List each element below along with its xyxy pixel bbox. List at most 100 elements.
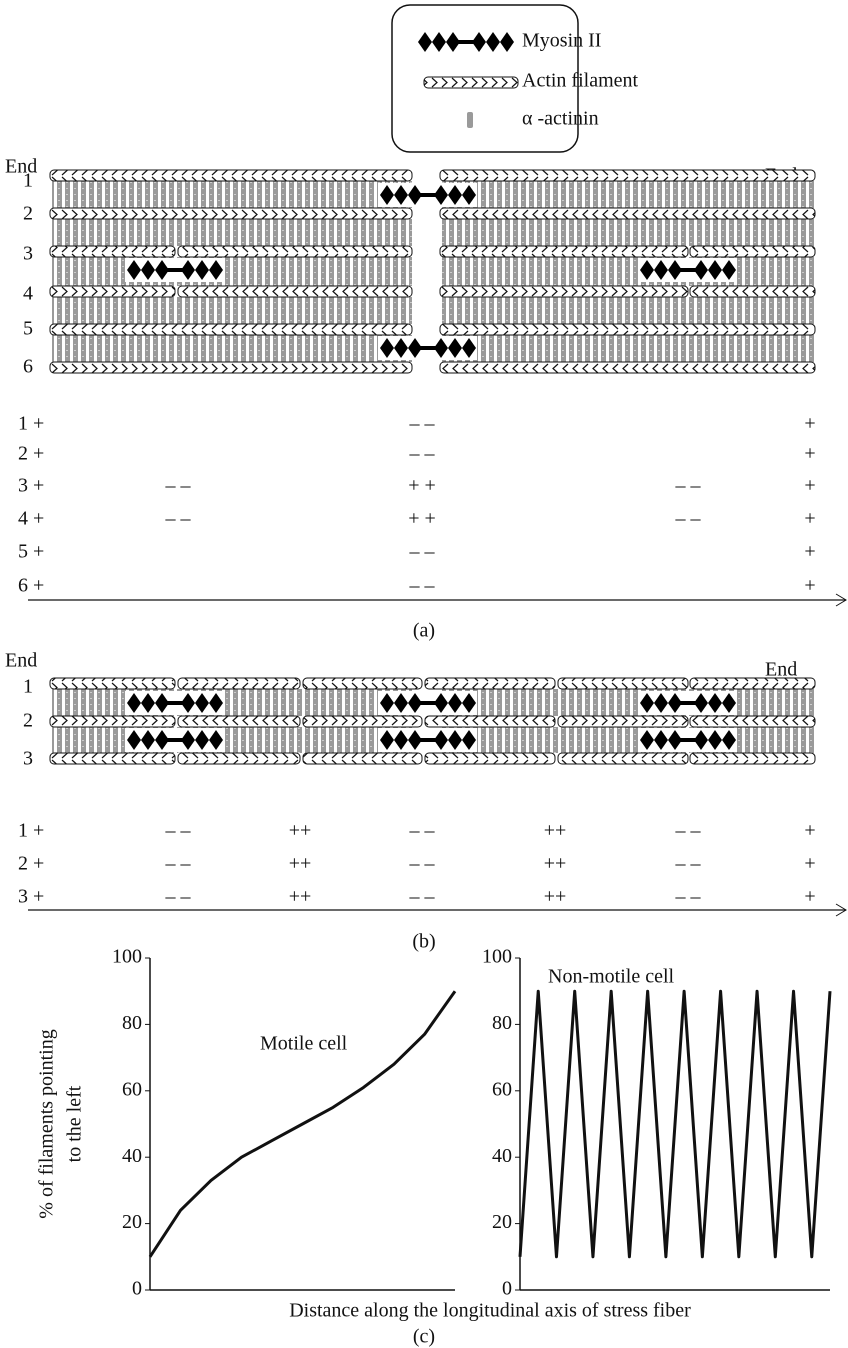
myosin-head [486,32,500,52]
actin-filament [177,285,413,298]
myosin-head [694,260,708,280]
polarity-label: – – [675,475,702,497]
polarity-label: – – [409,853,436,875]
myosin-head [209,260,223,280]
polarity-label: + [804,575,815,597]
alpha-actinin-band [52,689,412,716]
myosin [125,258,224,282]
caption: (b) [412,931,435,953]
myosin-head [448,693,462,713]
polarity-label: ++ [544,886,567,908]
polarity-label: + [804,508,815,530]
polarity-label: + + [408,475,436,497]
actin-filament [689,715,816,728]
myosin-head [408,730,422,750]
myosin [378,691,477,715]
myosin-head [654,260,668,280]
myosin-head [434,185,448,205]
myosin-head [708,693,722,713]
caption: (a) [413,620,435,642]
actin-filament [439,169,816,182]
myosin-head [448,730,462,750]
myosin-head [472,32,486,52]
actin-filament [177,752,301,765]
myosin-head [694,693,708,713]
alpha-actinin-band [442,689,814,716]
myosin-head [394,693,408,713]
actin-filament [689,752,816,765]
alpha-actinin-band [442,727,814,753]
myosin-head [127,260,141,280]
polarity-label: – – [409,413,436,435]
actin-filament [49,361,413,374]
polarity-label: – – [409,886,436,908]
polarity-label: 5 + [18,541,44,563]
y-tick-label: 80 [122,1012,142,1034]
polarity-label: – – [675,886,702,908]
myosin [378,728,477,752]
myosin-head [462,693,476,713]
row-label: 1 [23,170,33,192]
myosin [638,728,737,752]
end-label: End [5,650,37,672]
polarity-label: – – [409,575,436,597]
alpha-actinin-band [442,219,814,246]
y-tick-label: 40 [492,1145,512,1167]
row-label: 3 [23,748,33,770]
myosin-head [394,338,408,358]
myosin-head [448,185,462,205]
actin-filament [49,207,413,220]
arrow-head [835,903,847,917]
row-label: 4 [23,283,33,305]
myosin-head [640,693,654,713]
polarity-label: + [804,541,815,563]
actin-filament [49,169,413,182]
actin-filament [424,677,556,690]
alpha-actinin-band [442,335,814,362]
polarity-label: – – [165,820,192,842]
alpha-actinin-band [442,257,814,286]
y-tick-label: 20 [122,1211,142,1233]
polarity-label: + + [408,508,436,530]
actin-filament [424,715,556,728]
actin-filament [689,245,816,258]
actin-filament [49,752,176,765]
actin-filament [302,715,423,728]
actin-filament [439,323,816,336]
row-label: 2 [23,203,33,225]
myosin-head [181,730,195,750]
arrow-head [835,593,847,607]
myosin-head [708,730,722,750]
myosin-head [462,730,476,750]
myosin [638,258,737,282]
row-label: 1 [23,676,33,698]
alpha-actinin-band [442,181,814,208]
polarity-label: + [804,886,815,908]
myosin-head [446,32,460,52]
polarity-label: 3 + [18,475,44,497]
myosin [378,183,477,207]
polarity-label: – – [409,443,436,465]
polarity-label: + [804,443,815,465]
myosin-head [722,730,736,750]
actin-filament [49,677,176,690]
myosin-head [500,32,514,52]
y-tick-label: 0 [132,1278,142,1300]
myosin-head [127,693,141,713]
myosin-head [408,338,422,358]
end-label: End [765,659,797,681]
actin-filament [439,285,689,298]
polarity-label: – – [165,508,192,530]
row-label: 2 [23,710,33,732]
y-tick-label: 20 [492,1211,512,1233]
myosin-head [668,693,682,713]
myosin-head [722,260,736,280]
row-label: 3 [23,243,33,265]
myosin-head [432,32,446,52]
actin-filament [302,752,423,765]
polarity-label: – – [675,853,702,875]
polarity-label: 4 + [18,508,44,530]
actin-filament [177,245,413,258]
y-tick-label: 100 [482,946,512,968]
myosin-head [394,730,408,750]
